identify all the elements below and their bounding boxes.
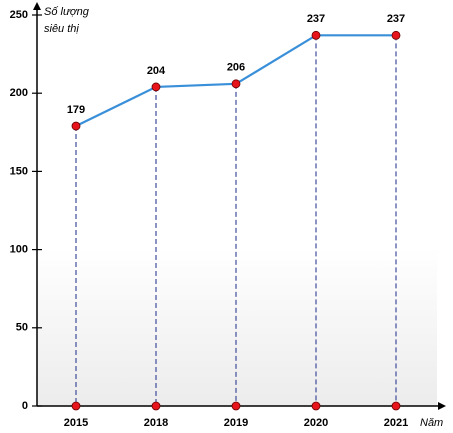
baseline-dot (311, 401, 321, 411)
data-point (151, 82, 161, 92)
data-label: 179 (67, 104, 85, 116)
baseline-dot (391, 401, 401, 411)
y-axis-label: siêu thị (44, 23, 79, 35)
plot-background (37, 10, 437, 406)
x-tick-label: 2015 (64, 417, 88, 429)
y-axis-label: Số lượng (44, 6, 90, 18)
x-tick-label: 2019 (224, 417, 248, 429)
x-tick-label: 2021 (384, 417, 408, 429)
data-label: 237 (387, 13, 405, 25)
x-tick-label: 2020 (304, 417, 328, 429)
x-tick-label: 2018 (144, 417, 168, 429)
y-tick-label: 50 (16, 322, 28, 334)
data-point (71, 121, 81, 131)
x-axis-arrow (438, 402, 446, 410)
data-label: 206 (227, 62, 245, 74)
x-axis-label: Năm (420, 417, 443, 429)
baseline-dot (231, 401, 241, 411)
y-tick-label: 0 (22, 400, 28, 412)
data-label: 237 (307, 13, 325, 25)
y-tick-label: 150 (10, 165, 28, 177)
data-point (231, 79, 241, 89)
data-point (311, 30, 321, 40)
y-tick-label: 200 (10, 87, 28, 99)
data-point (391, 30, 401, 40)
baseline-dot (151, 401, 161, 411)
y-tick-label: 100 (10, 244, 28, 256)
baseline-dot (71, 401, 81, 411)
y-axis-arrow (33, 2, 41, 10)
y-tick-label: 250 (10, 9, 28, 21)
data-label: 204 (147, 65, 166, 77)
